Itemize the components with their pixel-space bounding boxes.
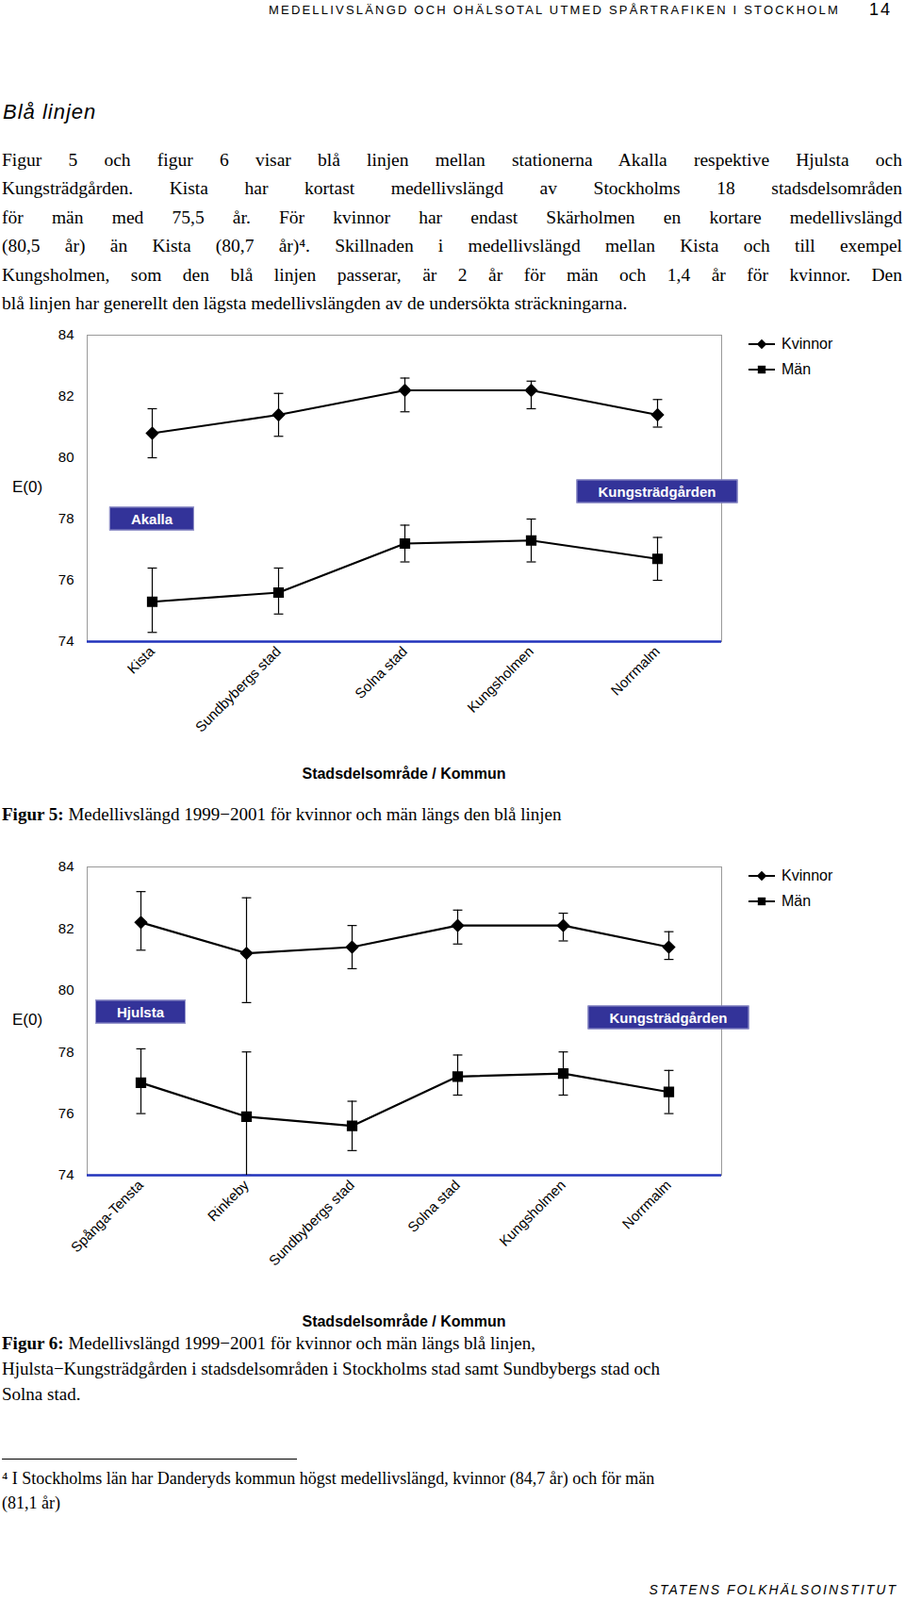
svg-text:76: 76 — [58, 571, 75, 588]
svg-text:Solna stad: Solna stad — [404, 1176, 463, 1235]
html-text:Stadsdelsområde / Kommun: Stadsdelsområde / Kommun — [302, 1313, 506, 1330]
html-text:Akalla: Akalla — [130, 510, 173, 527]
html-text:Kungsträdgården: Kungsträdgården — [598, 482, 716, 499]
svg-text:Kungsholmen: Kungsholmen — [495, 1176, 569, 1250]
html-text:för män med 75,5 år. För kvinn: för män med 75,5 år. För kvinnor har end… — [1, 207, 903, 228]
svg-text:78: 78 — [58, 1043, 75, 1060]
svg-text:80: 80 — [58, 448, 75, 465]
svg-text:Rinkeby: Rinkeby — [204, 1176, 253, 1225]
html-text:(80,5 år) än Kista (80,7 år)⁴.: (80,5 år) än Kista (80,7 år)⁴. Skillnade… — [1, 235, 903, 256]
html-text:STATENS FOLKHÄLSOINSTITUT: STATENS FOLKHÄLSOINSTITUT — [649, 1581, 898, 1597]
html-text:Män: Män — [781, 361, 811, 378]
svg-text:78: 78 — [58, 510, 75, 527]
html-text:14: 14 — [869, 0, 892, 19]
svg-text:Solna stad: Solna stad — [351, 642, 411, 702]
svg-text:76: 76 — [58, 1104, 75, 1121]
svg-text:74: 74 — [58, 632, 75, 649]
svg-text:Norrmalm: Norrmalm — [607, 642, 663, 699]
html-text:⁴ I Stockholms län har Dandery: ⁴ I Stockholms län har Danderyds kommun … — [1, 1468, 655, 1488]
html-text:Blå linjen: Blå linjen — [2, 99, 97, 124]
html-text:MEDELLIVSLÄNGD OCH OHÄLSOTAL U: MEDELLIVSLÄNGD OCH OHÄLSOTAL UTMED SPÅRT… — [268, 2, 841, 17]
html-text:E(0): E(0) — [12, 477, 43, 496]
html-text:Figur 6: Medellivslängd 1999−2: Figur 6: Medellivslängd 1999−2001 för kv… — [1, 1332, 536, 1353]
html-text:blå linjen har generellt den l: blå linjen har generellt den lägsta mede… — [1, 293, 628, 313]
html-text:Kungsträdgården. Kista har kor: Kungsträdgården. Kista har kortast medel… — [1, 178, 903, 199]
html-text:Figur 5 och figur 6 visar blå: Figur 5 och figur 6 visar blå linjen mel… — [1, 149, 903, 170]
svg-text:82: 82 — [58, 387, 75, 404]
html-text:E(0): E(0) — [12, 1010, 43, 1029]
svg-text:Kista: Kista — [123, 642, 158, 677]
html-text:Kvinnor: Kvinnor — [781, 867, 833, 884]
svg-text:Norrmalm: Norrmalm — [618, 1176, 675, 1233]
html-text:(81,1 år): (81,1 år) — [1, 1493, 61, 1513]
svg-text:74: 74 — [58, 1166, 75, 1183]
svg-text:84: 84 — [58, 857, 75, 874]
svg-text:84: 84 — [58, 326, 75, 343]
svg-text:80: 80 — [58, 981, 75, 998]
svg-text:Spånga-Tensta: Spånga-Tensta — [67, 1176, 148, 1256]
html-text:Figur 5: Medellivslängd 1999−2: Figur 5: Medellivslängd 1999−2001 för kv… — [1, 804, 562, 824]
html-text:Stadsdelsområde / Kommun: Stadsdelsområde / Kommun — [302, 765, 506, 782]
html-text:Kungsholmen, som den blå linje: Kungsholmen, som den blå linjen passerar… — [1, 264, 903, 285]
svg-text:82: 82 — [58, 920, 75, 937]
html-text:Kvinnor: Kvinnor — [781, 335, 833, 352]
html-text:Kungsträdgården: Kungsträdgården — [609, 1009, 728, 1026]
html-text:Solna stad.: Solna stad. — [1, 1383, 81, 1404]
svg-text:Sundbybergs stad: Sundbybergs stad — [264, 1176, 358, 1269]
html-text:Hjulsta: Hjulsta — [116, 1003, 165, 1020]
html-text:Män: Män — [781, 892, 811, 909]
svg-text:Kungsholmen: Kungsholmen — [463, 642, 537, 716]
svg-text:Sundbybergs stad: Sundbybergs stad — [191, 642, 284, 736]
html-text:Hjulsta−Kungsträdgården i stad: Hjulsta−Kungsträdgården i stadsdelsområd… — [1, 1358, 660, 1379]
